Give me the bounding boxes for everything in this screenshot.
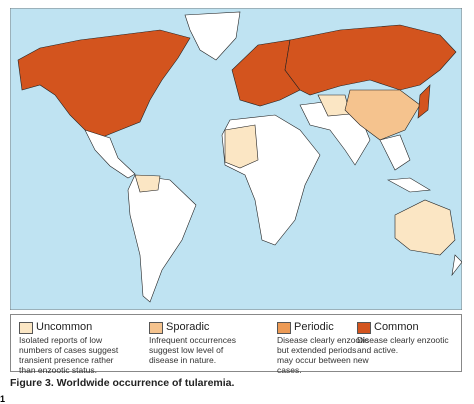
legend: Uncommon Isolated reports of low numbers o… xyxy=(10,314,462,375)
description-line: cases. xyxy=(277,365,302,375)
legend-description: Disease clearly enzootic and active. xyxy=(357,335,449,355)
legend-description: Isolated reports of low numbers of cases … xyxy=(19,335,118,375)
description-line: Infrequent occurrences xyxy=(149,335,236,345)
description-line: transient presence rather xyxy=(19,355,114,365)
description-line: Isolated reports of low xyxy=(19,335,103,345)
page-marker: 1 xyxy=(0,394,6,404)
legend-swatch xyxy=(277,322,291,334)
legend-label: Sporadic xyxy=(166,321,210,333)
legend-swatch xyxy=(19,322,33,334)
legend-description: Disease clearly enzootic but extended per… xyxy=(277,335,369,375)
legend-label: Periodic xyxy=(294,321,334,333)
description-line: numbers of cases suggest xyxy=(19,345,119,355)
legend-label: Common xyxy=(374,321,419,333)
legend-description: Infrequent occurrences suggest low level … xyxy=(149,335,236,365)
legend-swatch xyxy=(149,322,163,334)
description-line: Disease clearly enzootic xyxy=(277,335,369,345)
world-map xyxy=(10,8,462,310)
legend-label: Uncommon xyxy=(36,321,93,333)
description-line: suggest low level of xyxy=(149,345,224,355)
legend-swatch xyxy=(357,322,371,334)
description-line: disease in nature. xyxy=(149,355,217,365)
caption: Figure 3. Worldwide occurrence of tulare… xyxy=(10,377,235,389)
description-line: and active. xyxy=(357,345,399,355)
description-line: but extended periods xyxy=(277,345,357,355)
description-line: Disease clearly enzootic xyxy=(357,335,449,345)
description-line: may occur between new xyxy=(277,355,369,365)
description-line: than enzootic status. xyxy=(19,365,97,375)
